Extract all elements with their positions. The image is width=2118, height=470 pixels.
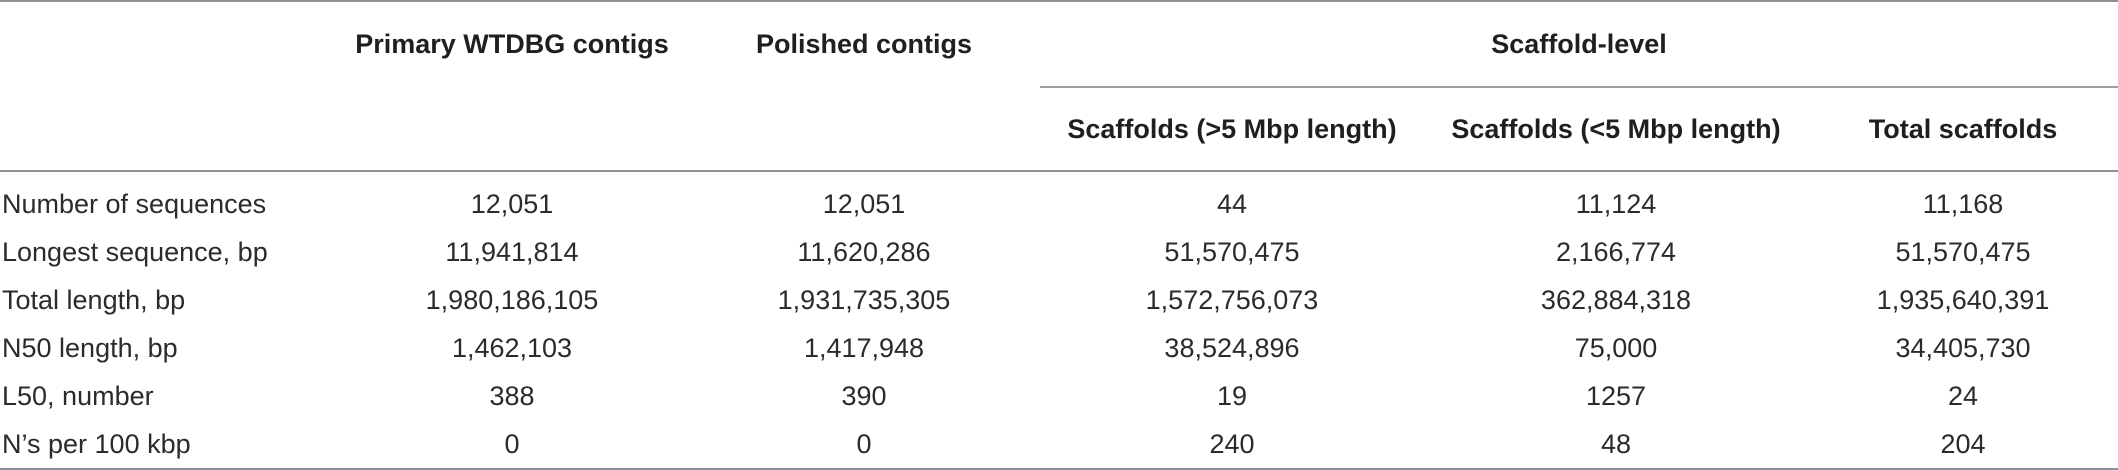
header-scaffold-level-group: Scaffold-level [1040, 0, 2118, 88]
row-label: Total length, bp [2, 284, 186, 315]
table-row: N50 length, bp 1,462,103 1,417,948 38,52… [0, 324, 2118, 372]
header-scaffolds-under-5mbp: Scaffolds (<5 Mbp length) [1424, 87, 1808, 172]
table-cell: 0 [336, 420, 688, 470]
table-cell: 12,051 [822, 188, 906, 219]
table-row: Number of sequences 12,051 12,051 44 11,… [0, 171, 2118, 228]
row-label: L50, number [2, 380, 154, 411]
header-row-1: Primary WTDBG contigs Polished contigs S… [0, 0, 2118, 88]
table-cell: 1,462,103 [451, 332, 573, 363]
row-label: Longest sequence, bp [2, 236, 268, 267]
table-cell: 24 [1947, 380, 1979, 411]
table-cell: 48 [1424, 420, 1808, 470]
header-total-scaffolds: Total scaffolds [1808, 87, 2118, 172]
table-cell: 11,620,286 [797, 236, 931, 267]
table-cell: 0 [688, 420, 1040, 470]
table-row: L50, number 388 390 19 1257 24 [0, 372, 2118, 420]
table-cell: 75,000 [1574, 332, 1658, 363]
table-cell: 11,941,814 [445, 236, 579, 267]
table-cell: 11,124 [1575, 188, 1657, 219]
header-empty-cell [0, 0, 336, 87]
table-cell: 362,884,318 [1540, 284, 1692, 315]
table-cell: 19 [1216, 380, 1248, 411]
table-cell: 1,931,735,305 [777, 284, 951, 315]
header-primary-wtdbg-contigs: Primary WTDBG contigs [336, 0, 688, 87]
table-cell: 51,570,475 [1895, 236, 2031, 267]
table-header: Primary WTDBG contigs Polished contigs S… [0, 0, 2118, 172]
table-cell: 1257 [1585, 380, 1647, 411]
table-cell: 2,166,774 [1555, 236, 1677, 267]
table-row: N’s per 100 kbp 0 0 240 48 204 [0, 420, 2118, 470]
header-empty-cell [336, 87, 688, 172]
table-row: Longest sequence, bp 11,941,814 11,620,2… [0, 228, 2118, 276]
table-cell: 390 [841, 380, 887, 411]
header-empty-cell [688, 87, 1040, 172]
header-polished-contigs: Polished contigs [688, 0, 1040, 87]
table-cell: 240 [1040, 420, 1424, 470]
row-label: N50 length, bp [2, 332, 178, 363]
table-cell: 1,572,756,073 [1145, 284, 1319, 315]
table-cell: 34,405,730 [1895, 332, 2031, 363]
header-empty-cell [0, 87, 336, 172]
table-cell: 11,168 [1922, 188, 2004, 219]
table-cell: 38,524,896 [1164, 332, 1300, 363]
table-body: Number of sequences 12,051 12,051 44 11,… [0, 171, 2118, 470]
table-cell: 204 [1808, 420, 2118, 470]
row-label: N’s per 100 kbp [0, 420, 336, 470]
header-scaffolds-over-5mbp: Scaffolds (>5 Mbp length) [1040, 87, 1424, 172]
table-cell: 1,935,640,391 [1876, 284, 2050, 315]
table-cell: 51,570,475 [1164, 236, 1300, 267]
table-cell: 12,051 [470, 188, 554, 219]
header-row-2: Scaffolds (>5 Mbp length) Scaffolds (<5 … [0, 87, 2118, 172]
row-label: Number of sequences [2, 188, 267, 219]
table-cell: 1,417,948 [803, 332, 925, 363]
table-cell: 44 [1216, 188, 1248, 219]
table-row: Total length, bp 1,980,186,105 1,931,735… [0, 276, 2118, 324]
table-cell: 388 [489, 380, 535, 411]
table-cell: 1,980,186,105 [425, 284, 599, 315]
